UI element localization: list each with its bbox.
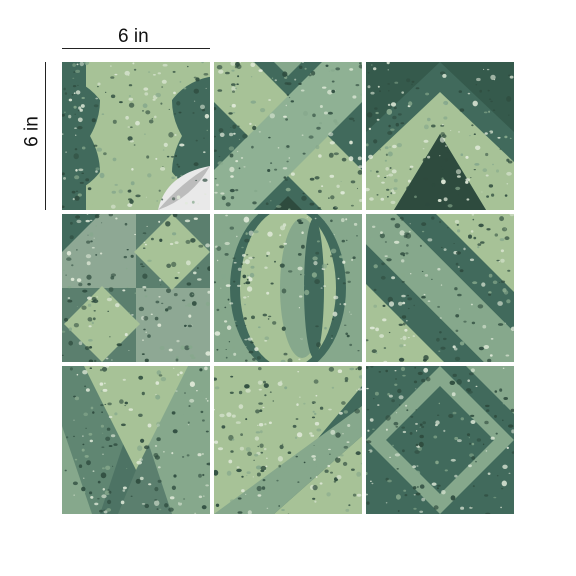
tile-square-diamond [366,366,514,514]
tile-triangle-split [214,366,362,514]
terrazzo-speckles [214,62,362,210]
height-dimension-label: 6 in [21,116,43,147]
terrazzo-speckles [62,214,210,362]
tile-x-cross [214,62,362,210]
tile-v-shape [62,366,210,514]
width-dimension-label: 6 in [118,26,149,47]
tile-diagonal-stripes [366,214,514,362]
width-dimension-line [62,48,210,49]
tile-ellipse [214,214,362,362]
terrazzo-speckles [62,62,210,209]
tile-grid [62,62,514,514]
tile-chevron [366,62,514,210]
tile-diamond-check [62,214,210,362]
terrazzo-speckles [366,62,514,210]
terrazzo-speckles [366,214,514,362]
terrazzo-speckles [214,366,362,514]
tile-circle-arc [62,62,210,210]
terrazzo-speckles [214,214,360,362]
terrazzo-speckles [366,366,514,514]
terrazzo-speckles [62,366,210,514]
height-dimension-line [45,62,46,210]
